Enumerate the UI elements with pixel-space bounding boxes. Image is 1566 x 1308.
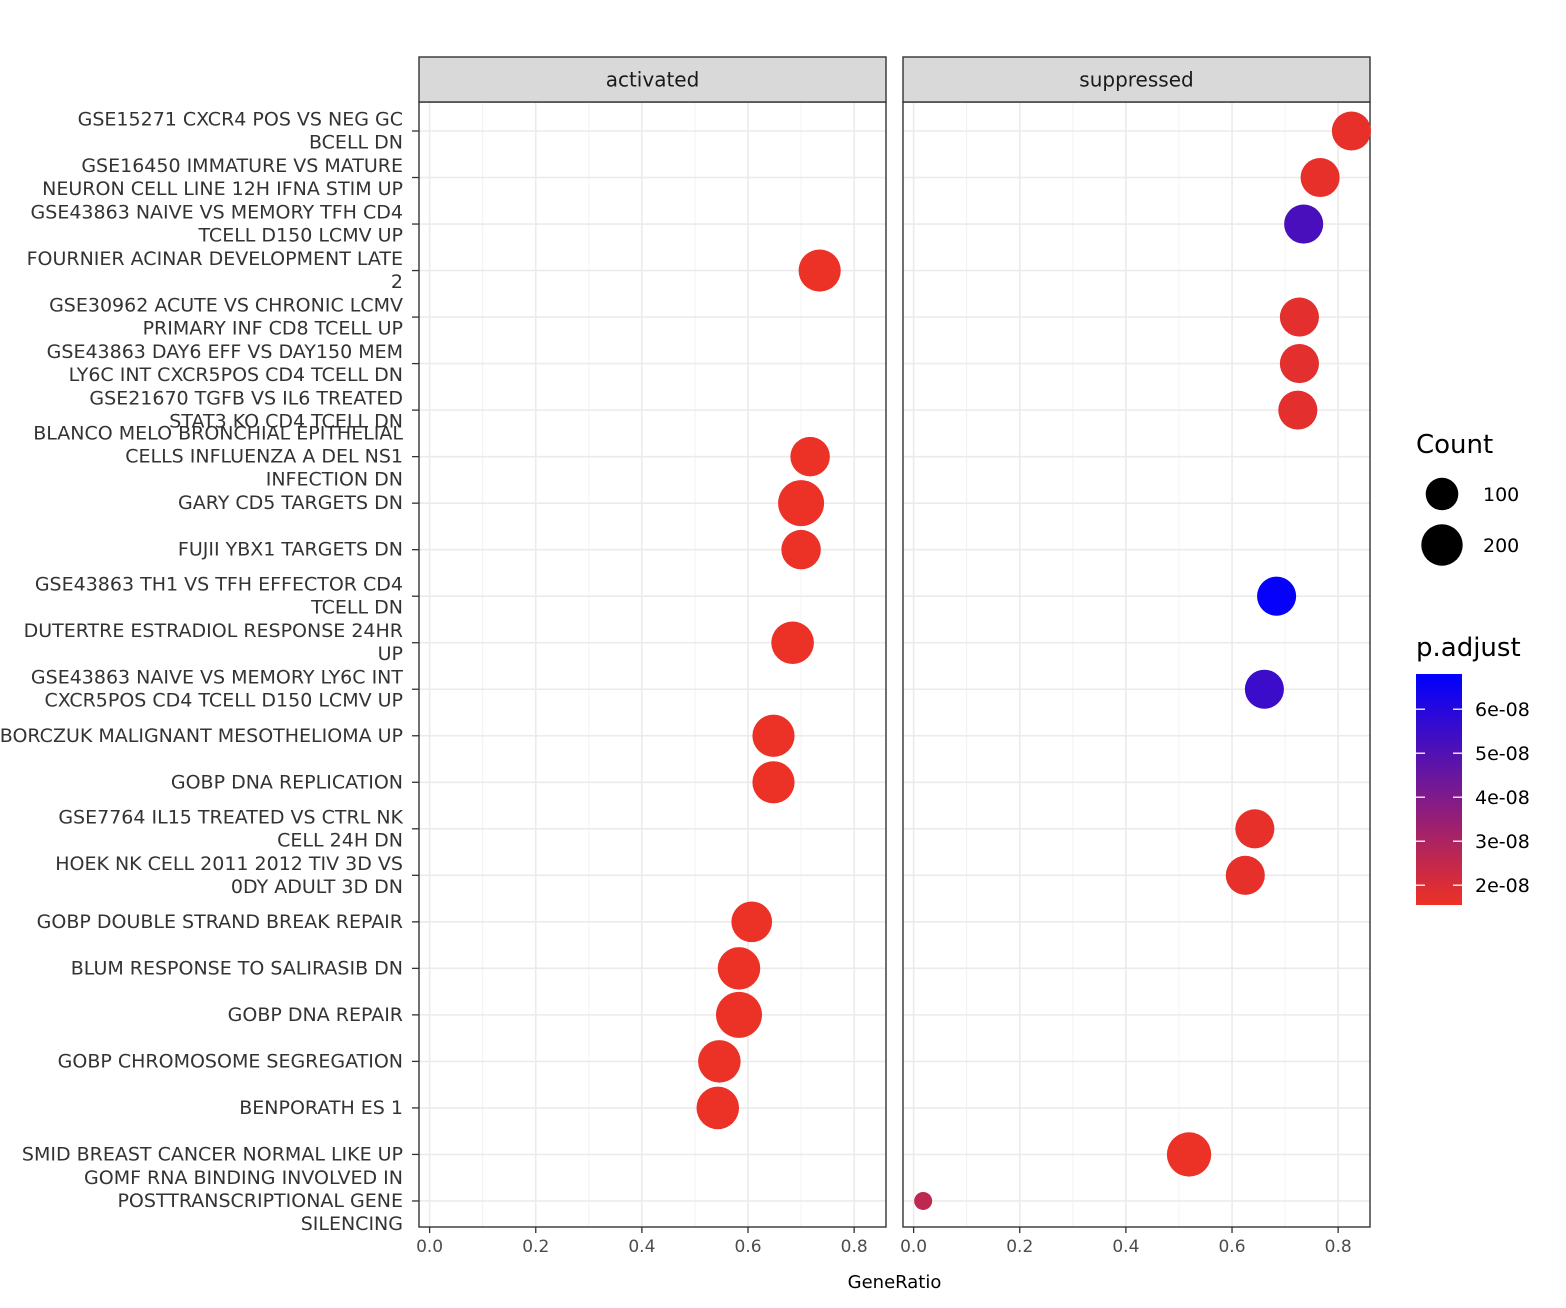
x-tick-label: 0.6 bbox=[1218, 1237, 1245, 1257]
facet-strip bbox=[418, 56, 887, 103]
data-points bbox=[696, 111, 1371, 1210]
y-tick-label: GSE21670 TGFB VS IL6 TREATED STAT3 KO CD4… bbox=[89, 388, 403, 433]
x-tick-label: 0.2 bbox=[1006, 1237, 1033, 1257]
x-tick-label: 0.6 bbox=[734, 1237, 761, 1257]
legend-size-key bbox=[1425, 477, 1459, 511]
x-tick-label: 0.8 bbox=[841, 1237, 868, 1257]
y-tick-label: GSE30962 ACUTE VS CHRONIC LCMV PRIMARY IN… bbox=[49, 295, 403, 340]
x-axis-title: GeneRatio bbox=[848, 1272, 942, 1293]
y-tick-label: GSE15271 CXCR4 POS VS NEG GC BCELL DN bbox=[78, 109, 403, 154]
legend-title-p-adjust: p.adjust bbox=[1416, 633, 1521, 663]
data-point bbox=[771, 621, 814, 664]
facet-strip-label: suppressed bbox=[1079, 68, 1193, 92]
data-point bbox=[1279, 344, 1319, 384]
data-point bbox=[1225, 855, 1265, 895]
data-point bbox=[752, 761, 795, 804]
data-point bbox=[914, 1191, 933, 1210]
y-tick-label: GOBP DNA REPLICATION bbox=[171, 771, 403, 793]
data-point bbox=[1235, 809, 1275, 849]
y-tick-label: GSE43863 NAIVE VS MEMORY LY6C INT CXCR5PO… bbox=[31, 667, 403, 712]
y-tick-label: SMID BREAST CANCER NORMAL LIKE UP bbox=[22, 1143, 403, 1165]
data-point bbox=[1300, 157, 1340, 198]
y-tick-label: GOBP CHROMOSOME SEGREGATION bbox=[58, 1050, 403, 1072]
y-tick-label: GARY CD5 TARGETS DN bbox=[178, 492, 403, 514]
data-point bbox=[1278, 390, 1318, 430]
y-tick-label: FOURNIER ACINAR DEVELOPMENT LATE 2 bbox=[27, 248, 403, 293]
x-tick-label: 0.8 bbox=[1325, 1237, 1352, 1257]
y-tick-label: GSE16450 IMMATURE VS MATURE NEURON CELL L… bbox=[42, 155, 403, 200]
y-tick-label: GSE43863 NAIVE VS MEMORY TFH CD4 TCELL D1… bbox=[31, 202, 403, 247]
data-point bbox=[1279, 297, 1319, 337]
legend-size-key bbox=[1421, 524, 1463, 566]
panel-background bbox=[903, 102, 1370, 1227]
y-tick-label: BENPORATH ES 1 bbox=[239, 1097, 403, 1119]
panel-background bbox=[419, 102, 886, 1227]
data-point bbox=[1244, 669, 1284, 709]
data-point bbox=[1166, 1132, 1212, 1177]
x-tick-label: 0.2 bbox=[522, 1237, 549, 1257]
data-point bbox=[716, 991, 763, 1038]
y-tick-label: BLANCO MELO BRONCHIAL EPITHELIAL CELLS IN… bbox=[33, 423, 403, 491]
y-tick-label: BLUM RESPONSE TO SALIRASIB DN bbox=[71, 957, 403, 979]
x-tick-label: 0.4 bbox=[1112, 1237, 1139, 1257]
data-point bbox=[790, 436, 830, 477]
x-tick-label: 0.4 bbox=[628, 1237, 655, 1257]
legend-color-label: 2e-08 bbox=[1475, 875, 1530, 897]
y-tick-label: FUJII YBX1 TARGETS DN bbox=[178, 539, 403, 561]
facet-strip-label: activated bbox=[606, 68, 700, 92]
data-point bbox=[1284, 204, 1324, 244]
x-tick-label: 0.0 bbox=[900, 1237, 927, 1257]
y-tick-label: GOBP DNA REPAIR bbox=[228, 1004, 403, 1026]
data-point bbox=[781, 529, 821, 570]
legend-colorbar bbox=[1416, 674, 1462, 905]
legend: Count 100 200 p.adjust 6e-08 5e-08 4e-08 3e-08 2… bbox=[1416, 430, 1530, 905]
legend-color-label: 5e-08 bbox=[1475, 743, 1530, 765]
facet-panel-suppressed: suppressed 0.0 0.2 0.4 0.6 0.8 bbox=[900, 56, 1371, 1257]
y-tick-label: DUTERTRE ESTRADIOL RESPONSE 24HR UP bbox=[24, 620, 403, 665]
x-tick-label: 0.0 bbox=[416, 1237, 443, 1257]
y-tick-label: HOEK NK CELL 2011 2012 TIV 3D VS 0DY ADUL… bbox=[55, 853, 403, 898]
y-axis: GSE15271 CXCR4 POS VS NEG GC BCELL DNGSE1… bbox=[0, 109, 419, 1235]
legend-color-label: 3e-08 bbox=[1475, 831, 1530, 853]
data-point bbox=[1331, 111, 1371, 151]
y-tick-label: GSE43863 DAY6 EFF VS DAY150 MEM LY6C INT … bbox=[47, 341, 403, 386]
legend-color-label: 6e-08 bbox=[1475, 699, 1530, 721]
legend-size-label: 200 bbox=[1483, 535, 1519, 557]
y-tick-label: GOBP DOUBLE STRAND BREAK REPAIR bbox=[37, 911, 403, 933]
y-tick-label: GSE7764 IL15 TREATED VS CTRL NK CELL 24H … bbox=[58, 806, 403, 851]
data-point bbox=[1257, 576, 1297, 616]
legend-size-label: 100 bbox=[1483, 484, 1519, 506]
data-point bbox=[696, 1086, 740, 1130]
data-point bbox=[731, 901, 773, 943]
facet-strip bbox=[902, 56, 1371, 103]
legend-color-label: 4e-08 bbox=[1475, 787, 1530, 809]
facet-panel-activated: activated 0.0 0.2 0.4 0.6 0.8 bbox=[416, 56, 887, 1257]
y-tick-label: BORCZUK MALIGNANT MESOTHELIOMA UP bbox=[0, 725, 403, 747]
y-tick-label: GOMF RNA BINDING INVOLVED IN POSTTRANSCRI… bbox=[84, 1167, 403, 1235]
y-tick-label: GSE43863 TH1 VS TFH EFFECTOR CD4 TCELL DN bbox=[35, 574, 403, 619]
data-point bbox=[752, 714, 795, 757]
data-point bbox=[778, 480, 825, 527]
data-point bbox=[698, 1040, 741, 1083]
data-point bbox=[798, 249, 841, 292]
legend-title-count: Count bbox=[1416, 430, 1493, 460]
data-point bbox=[717, 947, 761, 990]
